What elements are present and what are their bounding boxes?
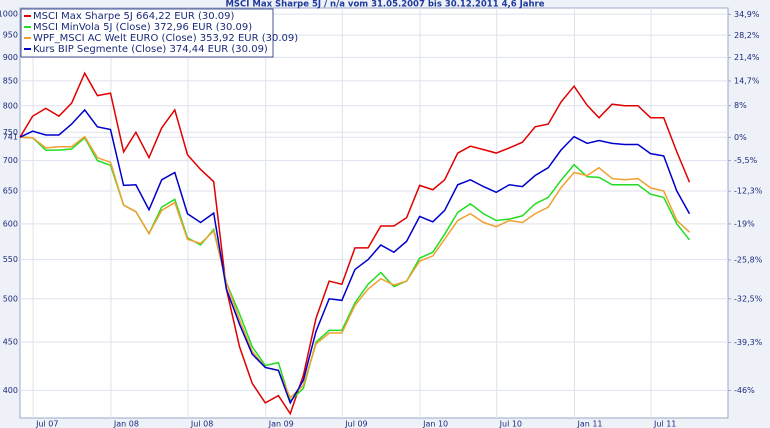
y2-tick-label: 14,7% [734, 76, 760, 85]
x-tick-label: Jul 08 [190, 420, 213, 428]
y2-tick-label: 21,4% [734, 53, 760, 62]
y-tick-label: 950 [3, 31, 18, 40]
y-tick-label: 850 [3, 76, 18, 85]
y2-tick-label: 28,2% [734, 31, 760, 40]
x-tick-label: Jan 09 [268, 420, 294, 428]
y2-tick-label: 34,9% [734, 10, 760, 19]
y-tick-label: 600 [3, 219, 18, 228]
series-line [19, 71, 691, 416]
legend-label: Kurs BIP Segmente (Close) 374,44 EUR (30… [33, 44, 268, 55]
y2-tick-label: 8% [734, 101, 747, 110]
y2-tick-label: -39,3% [734, 338, 763, 347]
y2-tick-label: -19% [734, 219, 755, 228]
y-tick-label: 500 [3, 294, 18, 303]
y2-tick-label: -32,5% [734, 294, 763, 303]
y2-tick-label: -25,8% [734, 255, 763, 264]
x-tick-label: Jul 09 [344, 420, 367, 428]
series-line [19, 108, 691, 405]
y-tick-label: 900 [3, 53, 18, 62]
y-tick-label: 400 [3, 386, 18, 395]
y2-tick-label: -12,3% [734, 187, 763, 196]
x-tick-label: Jan 08 [113, 420, 139, 428]
chart-title: MSCI Max Sharpe 5J / n/a vom 31.05.2007 … [225, 0, 544, 10]
y2-tick-label: -5,5% [734, 156, 758, 165]
y-tick-label: 650 [3, 187, 18, 196]
series-line [19, 135, 691, 399]
y-tick-label: 741 [3, 133, 18, 142]
y-tick-label: 550 [3, 255, 18, 264]
x-tick-label: Jan 11 [576, 420, 602, 428]
x-tick-label: Jul 07 [35, 420, 58, 428]
y-tick-label: 1000 [0, 10, 18, 19]
plot-area [19, 7, 729, 419]
x-tick-label: Jan 10 [422, 420, 448, 428]
legend-box [20, 8, 274, 58]
x-tick-label: Jul 11 [653, 420, 676, 428]
y-tick-label: 450 [3, 338, 18, 347]
y2-tick-label: 0% [734, 133, 747, 142]
y2-tick-label: -46% [734, 386, 755, 395]
x-tick-label: Jul 10 [499, 420, 522, 428]
y-tick-label: 700 [3, 156, 18, 165]
legend-label: MSCI Max Sharpe 5J 664,22 EUR (30.09) [33, 11, 234, 22]
y-tick-label: 750 [3, 128, 18, 137]
legend-label: WPF_MSCI AC Welt EURO (Close) 353,92 EUR… [33, 33, 298, 44]
legend-label: MSCI MinVola 5J (Close) 372,96 EUR (30.0… [33, 22, 252, 33]
y-tick-label: 800 [3, 101, 18, 110]
